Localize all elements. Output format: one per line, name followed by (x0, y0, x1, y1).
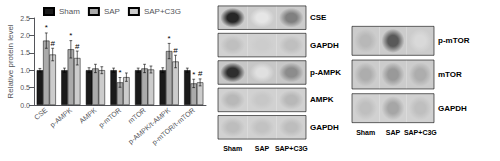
svg-text:#: # (198, 69, 203, 78)
svg-text:SAP: SAP (255, 145, 270, 152)
svg-text:p-mTOR: p-mTOR (438, 36, 470, 45)
svg-text:2.5: 2.5 (20, 15, 30, 22)
svg-text:p-AMPK: p-AMPK (49, 106, 74, 129)
svg-text:GAPDH: GAPDH (438, 104, 467, 113)
svg-text:#: # (75, 42, 80, 51)
svg-text:CSE: CSE (310, 13, 327, 22)
svg-text:AMPK: AMPK (78, 106, 98, 124)
svg-text:*: * (118, 68, 121, 77)
svg-text:GAPDH: GAPDH (310, 41, 339, 50)
svg-text:SAP: SAP (104, 7, 120, 16)
svg-text:SAP+C3G: SAP+C3G (275, 145, 308, 152)
svg-text:p-AMPK/t-AMPK: p-AMPK/t-AMPK (127, 106, 172, 146)
svg-text:0.0: 0.0 (20, 102, 30, 109)
svg-text:1.0: 1.0 (20, 67, 30, 74)
svg-text:SAP+C3G: SAP+C3G (404, 129, 437, 136)
svg-text:AMPK: AMPK (310, 95, 334, 104)
svg-text:2.0: 2.0 (20, 32, 30, 39)
svg-text:SAP+C3G: SAP+C3G (144, 7, 181, 16)
svg-text:GAPDH: GAPDH (310, 123, 339, 132)
svg-text:p-AMPK: p-AMPK (310, 68, 341, 77)
svg-text:*: * (192, 70, 195, 79)
svg-text:p-mTOR: p-mTOR (97, 106, 123, 129)
svg-text:*: * (45, 23, 48, 32)
svg-text:*: * (168, 34, 171, 43)
svg-text:p-mTOR/t-mTOR: p-mTOR/t-mTOR (151, 106, 197, 146)
svg-text:#: # (50, 39, 55, 48)
svg-text:*: * (69, 31, 72, 40)
svg-text:SAP: SAP (386, 129, 401, 136)
svg-text:CSE: CSE (33, 106, 49, 121)
svg-text:mTOR: mTOR (438, 70, 462, 79)
svg-text:1.5: 1.5 (20, 49, 30, 56)
svg-text:#: # (173, 46, 178, 55)
svg-text:Sham: Sham (59, 7, 80, 16)
svg-text:mTOR: mTOR (127, 106, 147, 125)
svg-text:Sham: Sham (356, 129, 375, 136)
svg-text:Sham: Sham (223, 145, 242, 152)
svg-text:Relative protein level: Relative protein level (6, 24, 15, 98)
svg-text:0.5: 0.5 (20, 84, 30, 91)
